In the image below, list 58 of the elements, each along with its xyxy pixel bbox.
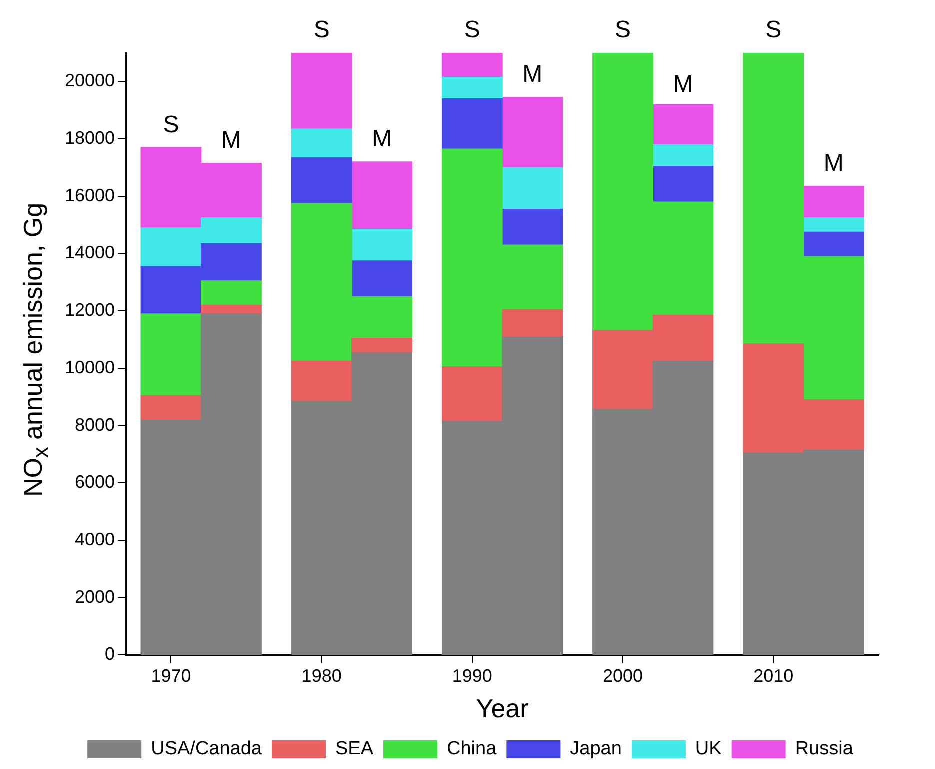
- bar: [502, 309, 564, 338]
- bar: [502, 208, 564, 246]
- x-tick-label: 2010: [754, 666, 794, 686]
- annotation: S: [163, 111, 180, 138]
- legend-label: China: [447, 738, 498, 760]
- bar: [442, 366, 503, 422]
- annotation: M: [824, 150, 844, 177]
- annotation: S: [464, 16, 480, 44]
- bar: [803, 186, 864, 218]
- bar: [652, 166, 714, 202]
- bar: [352, 162, 413, 230]
- y-tick-label: 16000: [64, 185, 116, 206]
- x-axis-title: Year: [476, 694, 530, 724]
- bar: [652, 104, 714, 146]
- legend-label: SEA: [336, 738, 374, 760]
- bar: [803, 232, 864, 257]
- bar: [352, 229, 413, 262]
- bar: [442, 77, 503, 100]
- legend-label: Russia: [795, 738, 854, 760]
- x-tick-label: 1970: [151, 666, 192, 686]
- annotation: M: [673, 71, 694, 98]
- y-tick-label: 0: [105, 644, 116, 664]
- annotation: S: [614, 16, 632, 44]
- bar: [502, 167, 564, 210]
- annotation: S: [766, 16, 782, 44]
- bar: [352, 338, 413, 353]
- bar: [291, 53, 352, 130]
- y-tick-label: 18000: [64, 128, 116, 148]
- bar: [140, 395, 202, 420]
- legend-label: USA/Canada: [151, 738, 262, 760]
- bar: [201, 305, 262, 314]
- legend-label: UK: [695, 738, 722, 760]
- bar: [652, 144, 714, 167]
- bar: [352, 260, 413, 298]
- legend-label: Japan: [570, 738, 622, 760]
- annotation: M: [221, 127, 242, 154]
- bar: [140, 314, 202, 396]
- y-tick-label: 6000: [75, 472, 116, 492]
- bar: [291, 128, 352, 158]
- y-tick-label: 12000: [64, 300, 116, 320]
- y-tick-label: 10000: [64, 357, 116, 378]
- y-tick-label: 4000: [75, 529, 116, 550]
- bar: [442, 98, 503, 150]
- bar: [502, 97, 564, 168]
- x-tick-label: 2000: [602, 666, 644, 686]
- bar: [803, 218, 864, 233]
- bar: [291, 157, 352, 204]
- x-tick-label: 1980: [302, 666, 342, 686]
- y-tick-label: 20000: [64, 70, 116, 91]
- annotation: S: [314, 16, 330, 44]
- bar: [291, 360, 352, 402]
- annotation: M: [372, 126, 392, 153]
- y-tick-label: 8000: [75, 414, 116, 435]
- y-tick-label: 14000: [64, 242, 116, 263]
- bar: [201, 280, 262, 306]
- x-tick-label: 1990: [452, 666, 492, 686]
- y-tick-label: 2000: [75, 586, 116, 607]
- annotation: M: [522, 61, 543, 88]
